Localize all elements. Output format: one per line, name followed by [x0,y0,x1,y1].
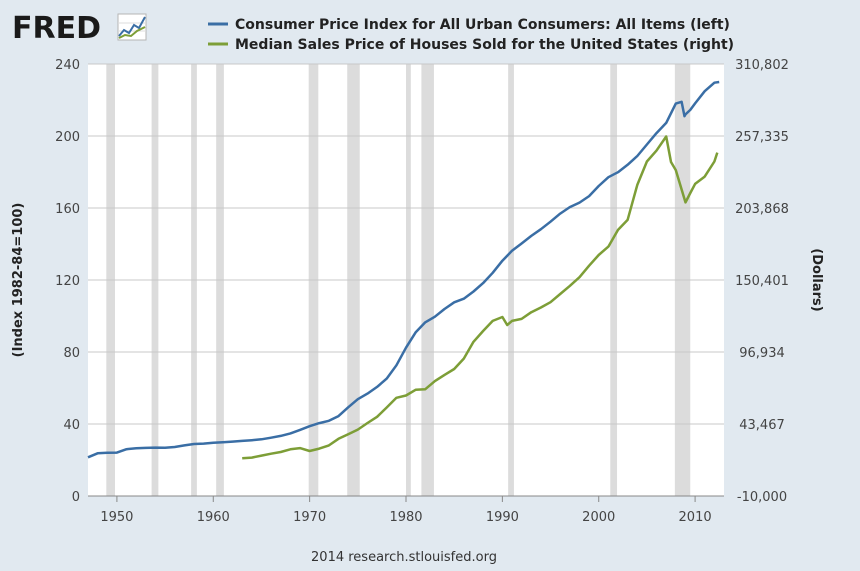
series-line-house-price [242,135,719,460]
left-tick-label: 240 [55,58,80,73]
x-tick-label: 1970 [293,510,326,525]
source-credit: 2014 research.stlouisfed.org [311,550,497,565]
series-lines [87,80,720,460]
x-tick-label: 1950 [100,510,133,525]
right-axis-ticks: -10,000 43,467 96,934 150,401 203,868 257,335… [735,58,789,505]
legend-label-cpi: Consumer Price Index for All Urban Consu… [235,17,730,33]
right-tick-label: 257,335 [735,130,789,145]
series-line-cpi [87,80,720,459]
left-tick-label: 200 [55,130,80,145]
left-tick-label: 40 [63,418,80,433]
x-tick-label: 1960 [197,510,230,525]
right-tick-label: 43,467 [739,418,785,433]
right-tick-label: 150,401 [735,274,789,289]
x-tick-label: 1980 [389,510,422,525]
legend-label-house: Median Sales Price of Houses Sold for th… [235,37,734,53]
fred-logo-text: FRED [12,11,101,46]
x-axis-ticks: 1950 1960 1970 1980 1990 2000 2010 [100,496,712,525]
left-tick-label: 120 [55,274,80,289]
left-tick-label: 0 [72,490,80,505]
fred-logo[interactable]: FRED [12,11,147,46]
right-tick-label: 96,934 [739,346,785,361]
left-tick-label: 80 [63,346,80,361]
x-tick-label: 2000 [582,510,615,525]
right-tick-label: 203,868 [735,202,789,217]
legend: Consumer Price Index for All Urban Consu… [208,17,734,53]
right-tick-label: 310,802 [735,58,789,73]
right-tick-label: -10,000 [737,490,787,505]
x-tick-label: 1990 [486,510,519,525]
left-axis-title: (Index 1982-84=100) [11,203,26,358]
right-axis-title: (Dollars) [809,248,824,311]
left-axis-ticks: 0 40 80 120 160 200 240 [55,58,80,505]
grid-lines [88,63,724,425]
x-tick-label: 2010 [679,510,712,525]
left-tick-label: 160 [55,202,80,217]
fred-logo-graph-icon [117,13,147,41]
